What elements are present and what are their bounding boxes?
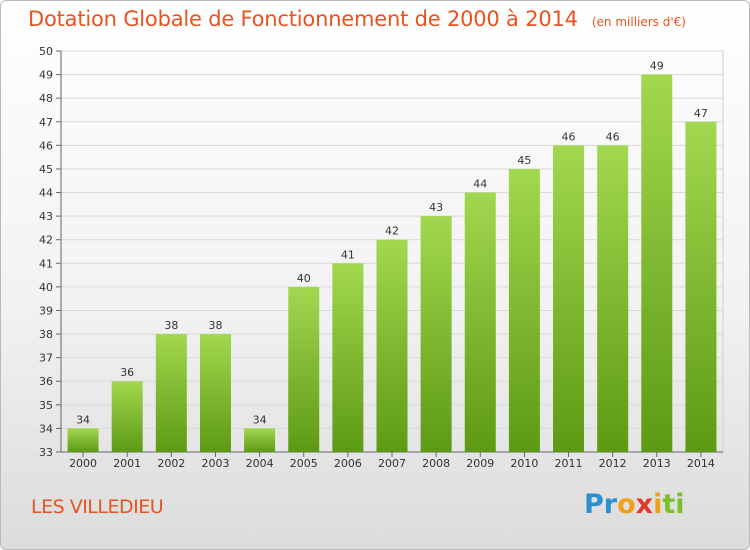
logo-part: Pr [584,489,618,520]
proxiti-logo: Proxiti [584,489,685,520]
bar [199,334,231,452]
x-tick-label: 2002 [157,457,185,470]
x-tick-label: 2005 [290,457,318,470]
logo-part: i [653,489,663,520]
bar [464,192,496,452]
bar [244,428,276,452]
bar [508,168,540,453]
y-tick-label: 44 [39,187,53,200]
x-tick-label: 2007 [378,457,406,470]
bar [376,239,408,452]
data-label: 46 [606,130,620,143]
x-tick-label: 2012 [599,457,627,470]
logo-part: ti [662,489,685,520]
bar [597,145,629,452]
chart-unit: (en milliers d'€) [591,15,686,29]
data-label: 45 [517,154,531,167]
x-tick-label: 2010 [510,457,538,470]
y-tick-label: 40 [39,281,53,294]
data-label: 34 [76,413,90,426]
y-tick-label: 42 [39,234,53,247]
y-tick-label: 38 [39,328,53,341]
y-tick-label: 33 [39,446,53,459]
bar [553,145,585,452]
y-tick-label: 45 [39,163,53,176]
bar [641,74,673,453]
x-tick-label: 2001 [113,457,141,470]
y-tick-label: 39 [39,304,53,317]
y-tick-label: 37 [39,352,53,365]
x-tick-label: 2013 [643,457,671,470]
y-tick-label: 34 [39,422,53,435]
y-tick-label: 43 [39,210,53,223]
y-tick-label: 49 [39,69,53,82]
y-tick-label: 36 [39,375,53,388]
data-label: 41 [341,248,355,261]
y-tick-label: 47 [39,116,53,129]
data-label: 42 [385,225,399,238]
y-tick-label: 46 [39,139,53,152]
x-tick-label: 2003 [201,457,229,470]
data-label: 43 [429,201,443,214]
y-tick-label: 41 [39,257,53,270]
data-label: 44 [473,178,487,191]
x-tick-label: 2006 [334,457,362,470]
bar [155,334,187,452]
data-label: 40 [297,272,311,285]
chart-title-text: Dotation Globale de Fonctionnement de 20… [28,7,578,31]
chart-title: Dotation Globale de Fonctionnement de 20… [28,7,686,31]
data-label: 47 [694,107,708,120]
bar [332,263,364,452]
data-label: 38 [208,319,222,332]
x-tick-label: 2014 [687,457,715,470]
y-tick-label: 35 [39,399,53,412]
logo-part: x [635,489,654,520]
data-label: 38 [164,319,178,332]
labels: 33 34 35 36 37 38 39 40 41 42 43 44 45 46 47 48 49 50 34 20… [39,45,715,470]
data-label: 49 [650,60,664,73]
x-tick-label: 2011 [555,457,583,470]
x-tick-label: 2000 [69,457,97,470]
bar [420,216,452,452]
y-tick-label: 48 [39,92,53,105]
x-tick-label: 2009 [466,457,494,470]
bar [67,428,99,452]
bar [111,381,143,452]
x-tick-label: 2008 [422,457,450,470]
bar [685,121,717,452]
data-label: 34 [253,413,267,426]
commune-name: LES VILLEDIEU [31,496,164,518]
y-tick-label: 50 [39,45,53,58]
data-label: 46 [562,130,576,143]
data-label: 36 [120,366,134,379]
x-tick-label: 2004 [246,457,274,470]
logo-part: o [617,489,636,520]
bar [288,286,320,452]
bars [67,74,717,453]
